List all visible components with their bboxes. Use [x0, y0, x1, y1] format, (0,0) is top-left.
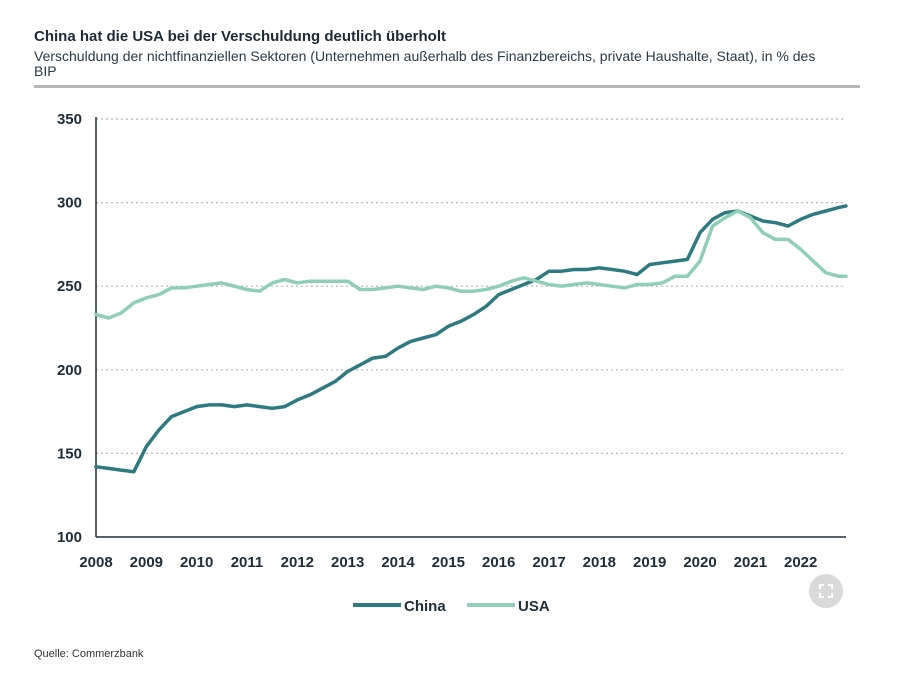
x-tick-label: 2021: [734, 554, 767, 571]
y-tick-label: 350: [57, 111, 82, 128]
series-line-usa: [94, 209, 848, 320]
x-tick-label: 2013: [331, 554, 364, 571]
x-tick-label: 2018: [583, 554, 616, 571]
x-tick-label: 2020: [683, 554, 716, 571]
legend-label-usa: USA: [518, 598, 550, 615]
x-tick-label: 2010: [180, 554, 213, 571]
header-divider: [34, 85, 860, 88]
expand-button[interactable]: [809, 574, 843, 608]
x-tick-label: 2012: [281, 554, 314, 571]
chart-title: China hat die USA bei der Verschuldung d…: [34, 28, 446, 45]
x-tick-label: 2015: [432, 554, 465, 571]
series-lines: [94, 204, 848, 474]
x-axis-ticks: 2008 2009 2010 2011 2012 2013 2014 2015 2016 2017…: [79, 554, 817, 571]
legend: China USA: [353, 598, 550, 615]
x-tick-label: 2009: [130, 554, 163, 571]
y-tick-label: 200: [57, 362, 82, 379]
series-line-china: [94, 204, 848, 474]
grid-lines: [96, 118, 846, 454]
x-tick-label: 2017: [532, 554, 565, 571]
source-note: Quelle: Commerzbank: [34, 648, 144, 660]
x-tick-label: 2022: [784, 554, 817, 571]
chart-subtitle: Verschuldung der nichtfinanziellen Sekto…: [34, 48, 816, 79]
axes: [95, 117, 846, 538]
x-tick-label: 2011: [231, 554, 264, 571]
x-tick-label: 2016: [482, 554, 515, 571]
y-tick-label: 150: [57, 445, 82, 462]
expand-icon: [819, 584, 833, 598]
y-tick-label: 250: [57, 278, 82, 295]
y-tick-label: 300: [57, 195, 82, 212]
y-axis-ticks: 100 150 200 250 300 350: [57, 111, 82, 546]
x-tick-label: 2008: [79, 554, 112, 571]
x-tick-label: 2019: [633, 554, 666, 571]
y-tick-label: 100: [57, 529, 82, 546]
legend-label-china: China: [404, 598, 446, 615]
x-tick-label: 2014: [381, 554, 415, 571]
